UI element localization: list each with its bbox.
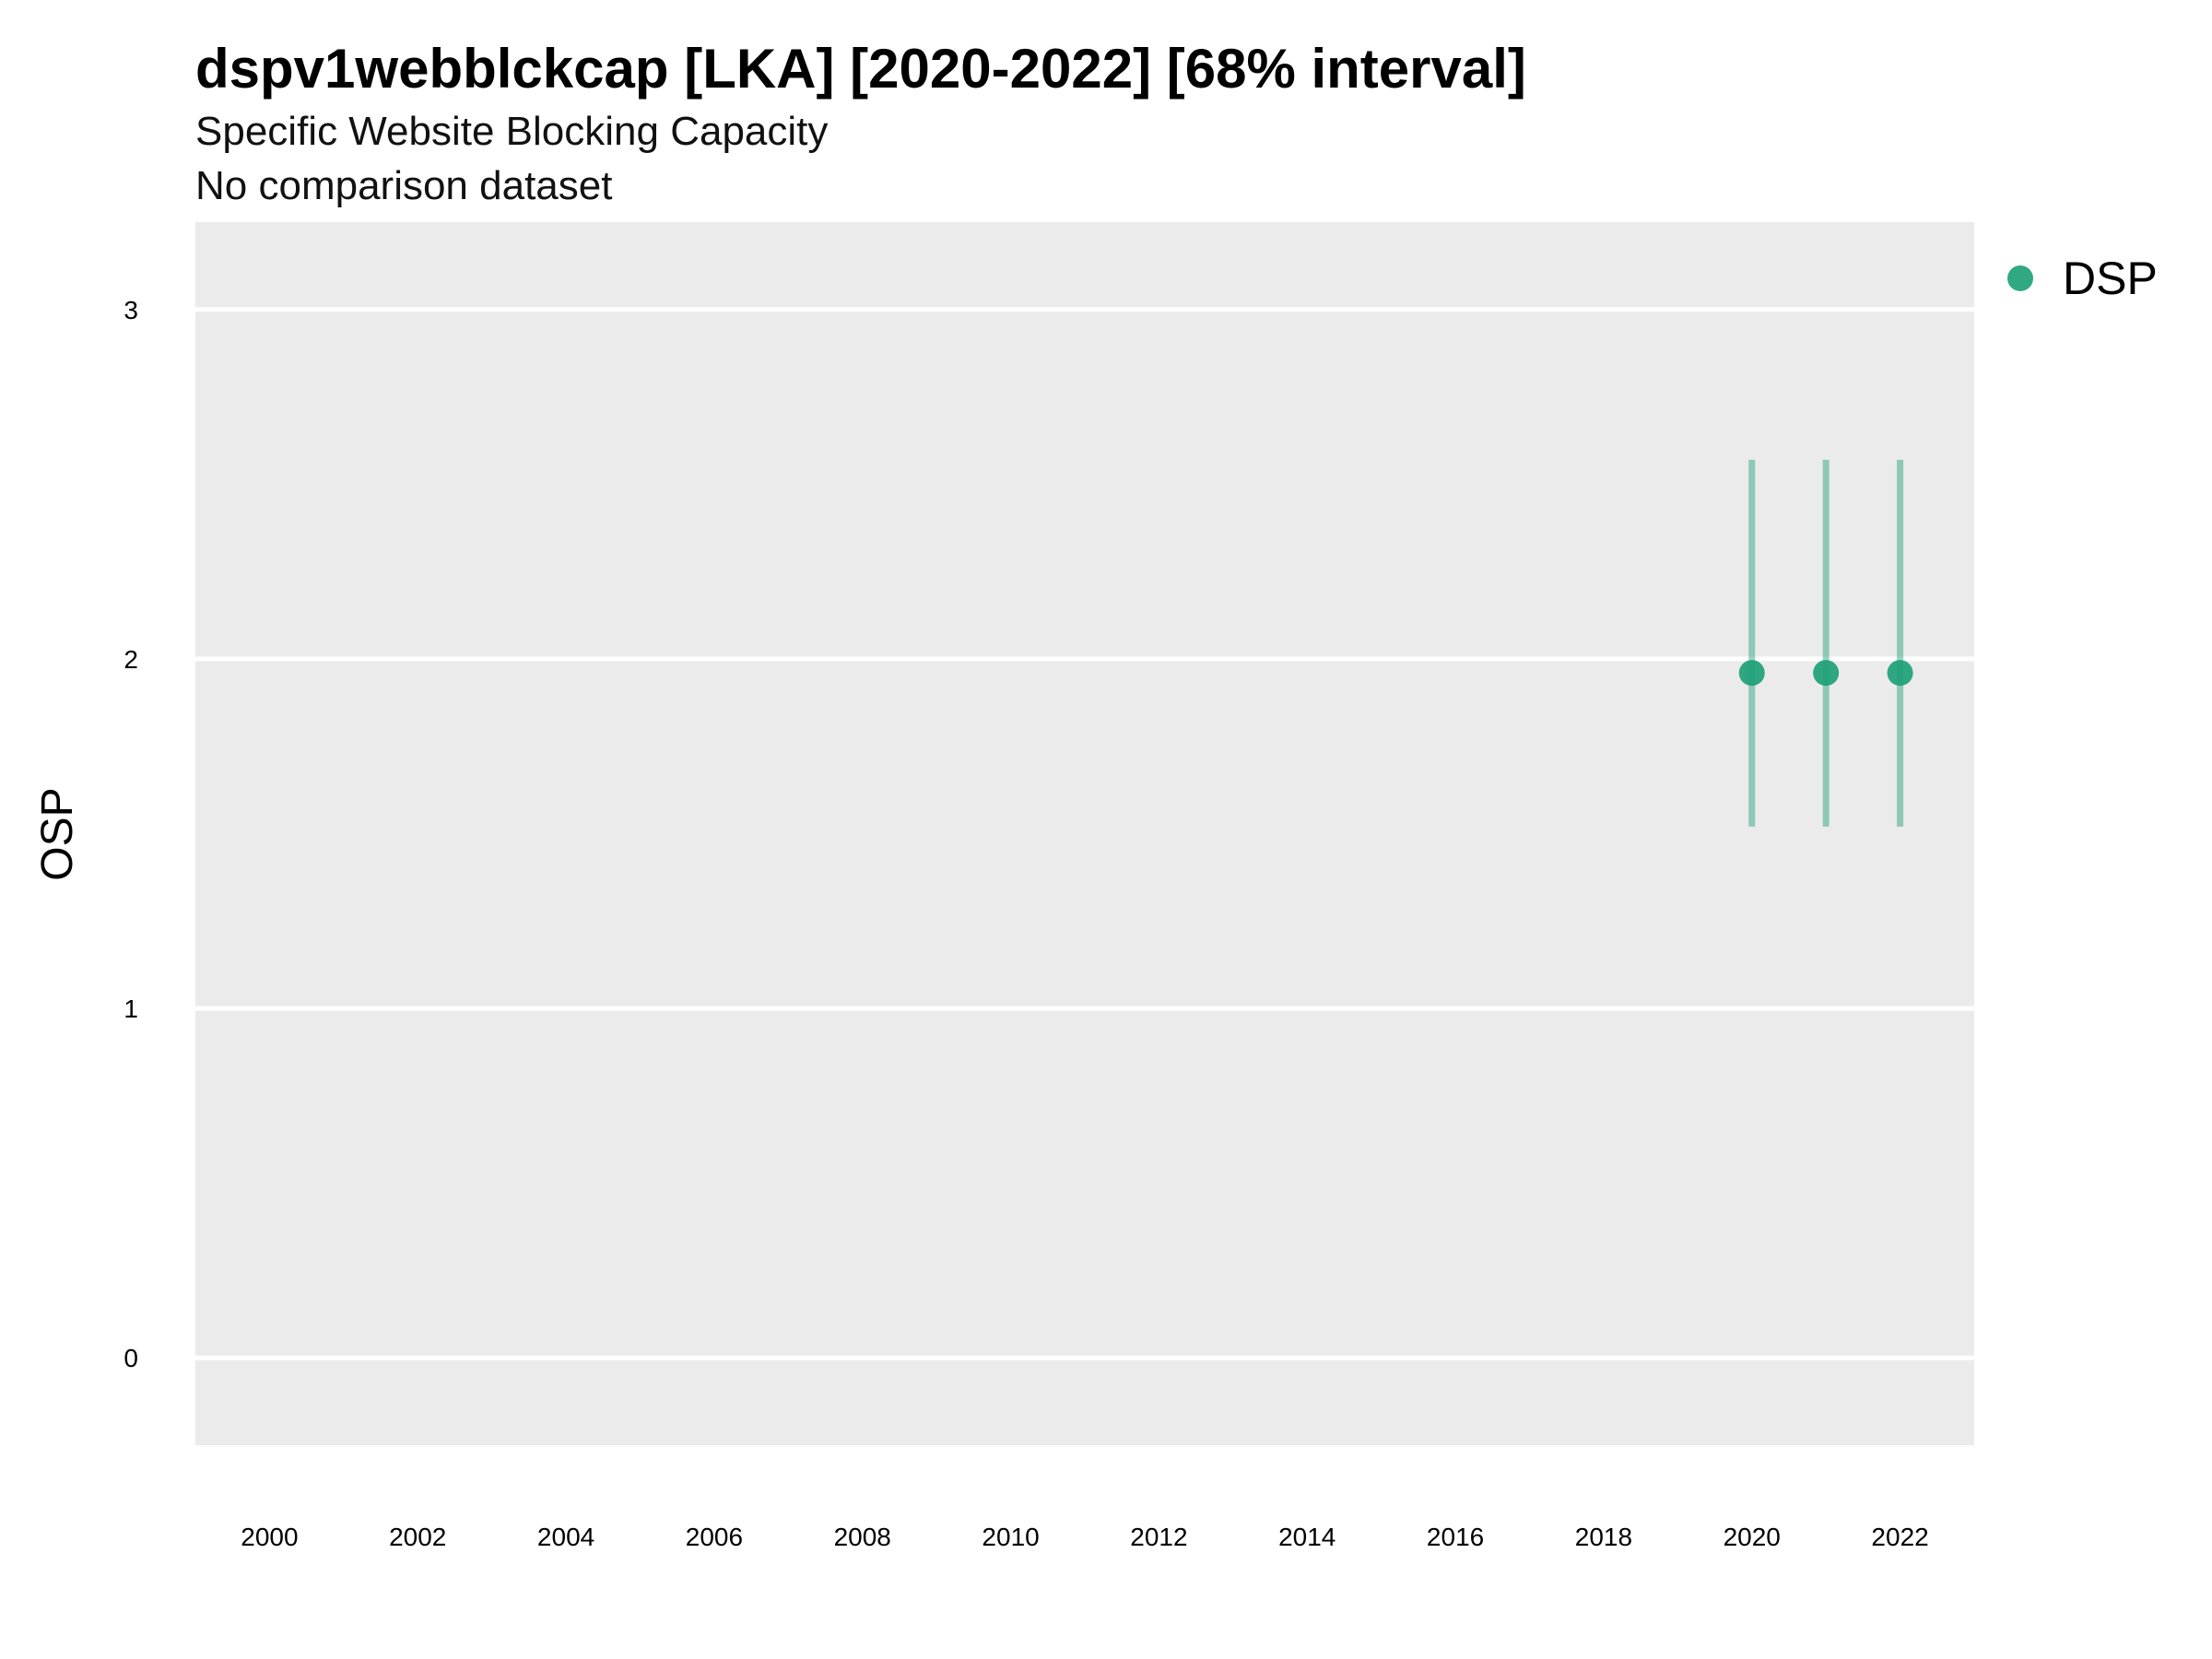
grid-lines [195, 307, 1974, 1360]
plot-panel [195, 222, 1974, 1445]
x-tick-label: 2012 [1130, 1523, 1187, 1551]
data-point [1738, 660, 1765, 687]
chart-caption: No comparison dataset [195, 163, 612, 208]
legend: DSP [2007, 253, 2158, 304]
x-tick-label: 2002 [389, 1523, 446, 1551]
y-tick-label: 1 [124, 994, 138, 1023]
data-point [1887, 660, 1913, 687]
legend-key-dsp [2007, 265, 2033, 291]
chart-subtitle: Specific Website Blocking Capacity [195, 109, 828, 154]
y-tick-label: 2 [124, 645, 138, 674]
y-axis-label: OSP [33, 787, 82, 880]
x-tick-label: 2006 [686, 1523, 743, 1551]
x-axis-ticks: 2000 2002 2004 2006 2008 2010 2012 2014 2016 2018… [241, 1523, 1928, 1551]
y-tick-label: 0 [124, 1344, 138, 1372]
x-tick-label: 2000 [241, 1523, 298, 1551]
y-axis-ticks: 0 1 2 3 [124, 296, 138, 1372]
x-tick-label: 2014 [1278, 1523, 1335, 1551]
x-tick-label: 2020 [1724, 1523, 1781, 1551]
legend-label-dsp: DSP [2063, 253, 2158, 304]
x-tick-label: 2004 [537, 1523, 594, 1551]
y-tick-label: 3 [124, 296, 138, 324]
data-marks [1738, 459, 1913, 827]
x-tick-label: 2010 [982, 1523, 1039, 1551]
x-tick-label: 2008 [834, 1523, 891, 1551]
x-tick-label: 2022 [1871, 1523, 1928, 1551]
x-tick-label: 2016 [1427, 1523, 1484, 1551]
x-tick-label: 2018 [1575, 1523, 1632, 1551]
chart-title: dspv1webblckcap [LKA] [2020-2022] [68% i… [195, 38, 1526, 100]
data-point [1813, 660, 1840, 687]
